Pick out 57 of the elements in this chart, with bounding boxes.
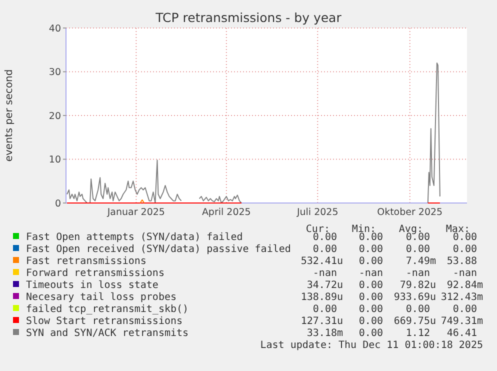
y-tick-label: 30 (48, 67, 61, 78)
legend-label: Forward retransmissions (26, 268, 164, 279)
text: 0.00 (358, 232, 383, 243)
text: 749.31m (440, 316, 483, 327)
y-tick-label: 0 (54, 198, 61, 210)
text: 33.18m (306, 328, 343, 339)
text: 312.43m (440, 292, 483, 303)
y-tick-label: 10 (48, 154, 61, 166)
text: 0.00 (358, 256, 383, 267)
legend-label: failed tcp_retransmit_skb() (26, 304, 189, 315)
text: 0.00 (312, 232, 337, 243)
text: 0.00 (406, 244, 430, 255)
text: -nan (312, 268, 337, 279)
text: 933.69u (394, 292, 436, 303)
text: 0.00 (312, 304, 337, 315)
text: 0.00 (452, 244, 477, 255)
text: 0.00 (452, 304, 477, 315)
text: -nan (358, 268, 383, 279)
x-tick-label: April 2025 (202, 207, 251, 218)
legend-label: Fast retransmissions (26, 256, 146, 267)
legend-label: Fast Open attempts (SYN/data) failed (26, 232, 243, 243)
text: 138.89u (300, 292, 343, 303)
y-tick-label: 20 (48, 110, 61, 122)
text: 79.82u (400, 280, 436, 291)
legend-label: SYN and SYN/ACK retransmits (26, 328, 189, 339)
legend-label: Fast Open received (SYN/data) passive failed (26, 244, 291, 255)
y-tick-label: 40 (48, 23, 61, 34)
y-axis-title: events per second (4, 69, 15, 162)
text: 7.49m (406, 256, 436, 267)
text: 53.88 (446, 256, 477, 267)
text: -nan (452, 268, 477, 279)
text: 669.75u (394, 316, 436, 327)
text: 532.41u (300, 256, 343, 267)
text: -nan (406, 268, 430, 279)
chart-title: TCP retransmissions - by year (154, 10, 342, 25)
text: 0.00 (358, 316, 383, 327)
text: 0.00 (358, 244, 383, 255)
text: 34.72u (306, 280, 343, 291)
text: 0.00 (358, 280, 383, 291)
legend-label: Timeouts in loss state (26, 280, 158, 291)
text: 0.00 (312, 244, 337, 255)
x-tick-label: Januar 2025 (106, 207, 165, 218)
text: 92.84m (446, 280, 483, 291)
x-tick-label: Juli 2025 (296, 207, 338, 218)
text: 0.00 (358, 304, 383, 315)
legend-label: Slow Start retransmissions (26, 316, 183, 327)
text: 127.31u (300, 316, 343, 327)
text: 0.00 (406, 304, 430, 315)
text: 0.00 (358, 328, 383, 339)
text: 0.00 (406, 232, 430, 243)
x-tick-label: Oktober 2025 (377, 207, 443, 218)
text: 0.00 (452, 232, 477, 243)
text: 0.00 (358, 292, 383, 303)
text: 46.41 (446, 328, 477, 339)
text: 1.12 (406, 328, 430, 339)
text: Last update: Thu Dec 11 01:00:18 2025 (260, 340, 483, 351)
legend-label: Necesary tail loss probes (26, 292, 177, 303)
